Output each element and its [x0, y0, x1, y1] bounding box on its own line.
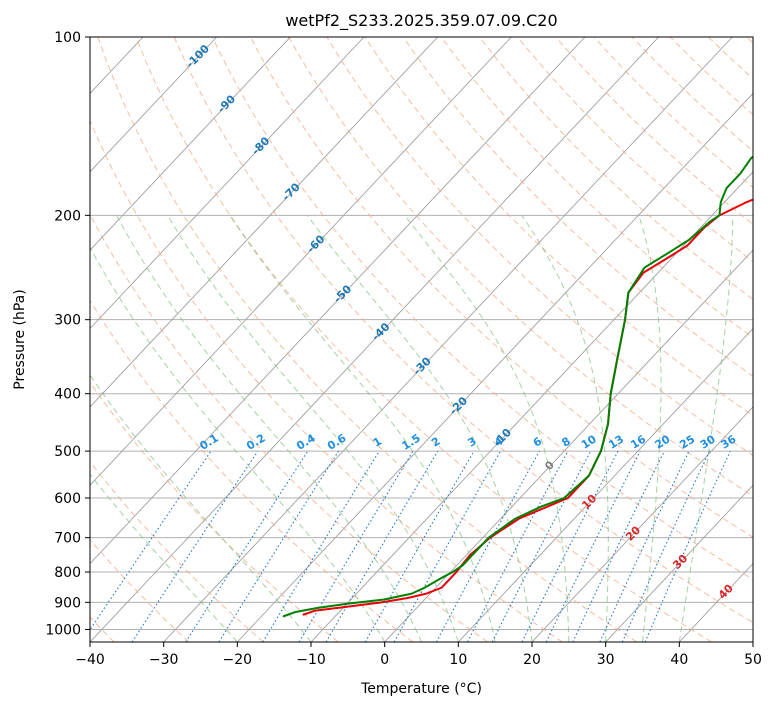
y-tick-label: 1000 [45, 622, 81, 638]
mixing-ratio-line [90, 450, 212, 631]
x-tick-label: 20 [523, 652, 541, 668]
x-tick-label: −30 [149, 652, 179, 668]
dry-adiabat-line [97, 37, 638, 642]
dewpoint-profile-line [282, 155, 753, 618]
isotherm-line [90, 37, 439, 408]
x-tick-label: 40 [670, 652, 688, 668]
isotherm-line [90, 37, 512, 486]
mixing-ratio-line [393, 450, 502, 642]
moist-adiabat-line [306, 215, 533, 642]
dry-adiabat-line [211, 37, 753, 581]
profile-lines [282, 155, 753, 618]
isotherm-line [384, 249, 753, 642]
isotherm-line [163, 37, 733, 642]
x-tick-label: 10 [449, 652, 467, 668]
mixing-ratio-line [521, 450, 619, 642]
x-axis-ticks: −40 −30 −20 −10 0 10 20 30 40 50 [75, 642, 762, 668]
y-tick-label: 500 [54, 444, 81, 460]
x-tick-label: 30 [597, 652, 615, 668]
x-axis-label: Temperature (°C) [360, 681, 482, 697]
mixing-ratio-line [545, 450, 641, 642]
isotherm-line [458, 327, 753, 642]
dry-adiabat-line [90, 539, 190, 642]
mixing-ratio-line [621, 450, 711, 642]
plot-area [90, 37, 753, 642]
dry-adiabat-line [90, 461, 264, 642]
y-axis-label: Pressure (hPa) [12, 289, 28, 389]
mixing-ratio-line [644, 450, 731, 642]
dry-adiabat-line [90, 299, 414, 642]
dry-adiabat-line [90, 119, 563, 642]
moist-adiabat-line [167, 215, 459, 642]
mixing-ratio-line [435, 450, 540, 642]
x-tick-label: 50 [744, 652, 762, 668]
moist-adiabat-line [404, 215, 570, 642]
mixing-ratio-line [262, 450, 380, 642]
y-tick-label: 800 [54, 565, 81, 581]
x-tick-label: −10 [296, 652, 326, 668]
y-tick-label: 200 [54, 208, 81, 224]
chart-title: wetPf2_S233.2025.359.07.09.C20 [285, 11, 557, 31]
y-tick-label: 600 [54, 491, 81, 507]
y-tick-label: 100 [54, 30, 81, 46]
dry-adiabat-line [288, 37, 753, 497]
dry-adiabat-line [250, 37, 753, 538]
isotherm-line [90, 37, 218, 173]
y-axis-ticks: 100 200 300 400 500 600 700 800 900 1000 [45, 30, 90, 638]
x-tick-label: −40 [75, 652, 105, 668]
moist-adiabat-line [116, 215, 422, 642]
x-tick-label: 0 [380, 652, 389, 668]
x-tick-label: −20 [223, 652, 253, 668]
y-tick-label: 700 [54, 531, 81, 547]
background-lines [90, 37, 753, 642]
isotherm-line [237, 92, 753, 642]
isotherm-line [90, 37, 291, 251]
moist-adiabat-line [229, 215, 496, 642]
y-tick-label: 900 [54, 595, 81, 611]
isotherm-line [531, 406, 753, 642]
mixing-ratio-line [185, 450, 309, 642]
isotherm-line [605, 484, 753, 642]
isotherm-line [90, 37, 660, 642]
dry-adiabat-line [90, 213, 488, 642]
mixing-ratio-line [131, 450, 259, 642]
isotherm-line [310, 171, 753, 642]
plot-frame [89, 36, 754, 643]
moist-adiabat-line [638, 215, 662, 642]
moist-adiabat-line [678, 215, 734, 642]
y-tick-label: 400 [54, 387, 81, 403]
dry-adiabat-line [135, 37, 712, 642]
dry-adiabat-line [173, 37, 753, 624]
isotherm-line [90, 37, 586, 565]
moist-adiabat-line [90, 473, 238, 642]
y-tick-label: 300 [54, 313, 81, 329]
dry-adiabat-line [326, 37, 753, 457]
isotherm-line [90, 37, 365, 330]
moist-adiabat-line [521, 215, 609, 642]
